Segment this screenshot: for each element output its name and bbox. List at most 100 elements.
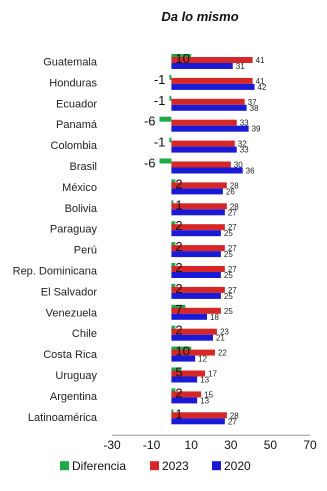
category-label-latinoamerica: Latinoamérica bbox=[28, 412, 98, 424]
label-2020-mexico: 26 bbox=[226, 187, 235, 196]
legend-swatch-2023 bbox=[150, 461, 159, 471]
legend-swatch-2020 bbox=[212, 461, 221, 471]
bar-2023-bolivia bbox=[171, 203, 227, 210]
category-label-mexico: México bbox=[62, 182, 97, 194]
x-tick-label: 30 bbox=[224, 438, 238, 452]
label-2023-latinoamerica: 28 bbox=[230, 411, 239, 420]
x-tick-label: -10 bbox=[143, 438, 161, 452]
bar-2023-brasil bbox=[171, 161, 231, 168]
bar-diferencia-brasil bbox=[159, 158, 172, 164]
bar-2023-rep-dominicana bbox=[171, 266, 225, 272]
label-2023-honduras: 41 bbox=[256, 77, 265, 86]
label-2020-costa-rica: 12 bbox=[198, 355, 207, 364]
label-2023-rep-dominicana: 27 bbox=[228, 265, 237, 274]
category-label-ecuador: Ecuador bbox=[56, 98, 97, 110]
category-label-guatemala: Guatemala bbox=[43, 56, 98, 68]
label-diferencia-panama: -6 bbox=[144, 114, 156, 129]
bar-diferencia-venezuela bbox=[171, 304, 186, 310]
label-2023-colombia: 32 bbox=[238, 140, 247, 149]
label-diferencia-venezuela: 7 bbox=[175, 302, 182, 317]
bar-2023-paraguay bbox=[171, 224, 225, 231]
category-label-bolivia: Bolivia bbox=[65, 203, 98, 215]
bar-2023-guatemala bbox=[171, 57, 253, 63]
category-label-panama: Panamá bbox=[56, 119, 98, 131]
label-2020-brasil: 36 bbox=[246, 167, 255, 176]
bar-2023-latinoamerica bbox=[171, 412, 227, 419]
bar-2023-uruguay bbox=[171, 370, 206, 377]
label-diferencia-guatemala: 10 bbox=[175, 51, 189, 66]
bar-2020-argentina bbox=[171, 397, 198, 404]
label-2023-paraguay: 27 bbox=[228, 223, 237, 232]
legend-swatch-diferencia bbox=[60, 461, 69, 471]
bar-2020-bolivia bbox=[171, 209, 225, 216]
label-2023-venezuela: 25 bbox=[224, 307, 233, 316]
bar-2020-rep-dominicana bbox=[171, 272, 221, 278]
bar-2023-el-salvador bbox=[171, 286, 225, 293]
label-diferencia-uruguay: 5 bbox=[175, 365, 182, 380]
label-diferencia-brasil: -6 bbox=[144, 156, 156, 171]
bar-diferencia-costa-rica bbox=[171, 346, 192, 352]
label-diferencia-peru: 2 bbox=[175, 239, 182, 254]
bar-2020-uruguay bbox=[171, 376, 198, 383]
bar-2023-costa-rica bbox=[171, 349, 215, 356]
bar-2020-guatemala bbox=[171, 63, 233, 69]
bar-diferencia-colombia bbox=[169, 137, 172, 143]
label-2020-panama: 39 bbox=[252, 125, 261, 134]
category-label-paraguay: Paraguay bbox=[50, 224, 98, 236]
label-2020-guatemala: 31 bbox=[236, 62, 245, 71]
bar-2020-peru bbox=[171, 251, 221, 258]
bar-2023-chile bbox=[171, 328, 217, 335]
label-2023-chile: 23 bbox=[220, 328, 229, 337]
label-2020-uruguay: 13 bbox=[200, 376, 209, 385]
bar-2020-honduras bbox=[171, 83, 255, 90]
label-diferencia-honduras: -1 bbox=[154, 72, 166, 87]
category-label-brasil: Brasil bbox=[69, 161, 97, 173]
bar-diferencia-latinoamerica bbox=[171, 409, 174, 415]
bar-diferencia-el-salvador bbox=[171, 283, 176, 289]
label-2020-argentina: 13 bbox=[200, 396, 209, 405]
label-diferencia-el-salvador: 2 bbox=[175, 281, 182, 296]
label-2020-peru: 25 bbox=[224, 250, 233, 259]
category-label-chile: Chile bbox=[72, 328, 97, 340]
chart-title: Da lo mismo bbox=[161, 9, 238, 24]
legend-label-diferencia: Diferencia bbox=[72, 459, 126, 473]
bar-diferencia-rep-dominicana bbox=[171, 263, 176, 268]
bars-group bbox=[159, 54, 255, 425]
label-diferencia-rep-dominicana: 2 bbox=[175, 260, 182, 275]
bar-2023-venezuela bbox=[171, 307, 221, 314]
label-2023-brasil: 30 bbox=[234, 161, 243, 170]
label-2020-venezuela: 18 bbox=[210, 313, 219, 322]
category-label-costa-rica: Costa Rica bbox=[43, 349, 98, 361]
bar-diferencia-chile bbox=[171, 325, 176, 331]
bar-diferencia-guatemala bbox=[171, 54, 192, 59]
label-2020-paraguay: 25 bbox=[224, 229, 233, 238]
label-2023-panama: 33 bbox=[240, 119, 249, 128]
label-2023-ecuador: 37 bbox=[248, 98, 257, 107]
x-tick-label: 10 bbox=[185, 438, 199, 452]
bar-2020-venezuela bbox=[171, 313, 208, 320]
bar-diferencia-argentina bbox=[171, 388, 176, 394]
label-diferencia-chile: 2 bbox=[175, 323, 182, 338]
label-2023-el-salvador: 27 bbox=[228, 286, 237, 295]
label-2020-el-salvador: 25 bbox=[224, 292, 233, 301]
label-2020-rep-dominicana: 25 bbox=[224, 271, 233, 280]
label-diferencia-costa-rica: 10 bbox=[175, 344, 189, 359]
x-tick-label: 70 bbox=[303, 438, 317, 452]
category-label-venezuela: Venezuela bbox=[46, 307, 98, 319]
category-labels: Guatemala Honduras Ecuador Panamá Colombia Br… bbox=[13, 56, 98, 423]
label-2023-mexico: 28 bbox=[230, 181, 239, 190]
bar-diferencia-honduras bbox=[169, 74, 172, 80]
bar-2020-paraguay bbox=[171, 230, 221, 237]
bar-2020-brasil bbox=[171, 167, 243, 174]
category-label-honduras: Honduras bbox=[49, 77, 97, 89]
label-2023-uruguay: 17 bbox=[208, 370, 217, 379]
x-tick-label: 50 bbox=[264, 438, 278, 452]
bar-2020-panama bbox=[171, 125, 249, 132]
bar-2023-ecuador bbox=[171, 98, 245, 105]
bar-diferencia-ecuador bbox=[169, 95, 172, 101]
label-diferencia-ecuador: -1 bbox=[154, 93, 166, 108]
bar-diferencia-bolivia bbox=[171, 200, 174, 206]
